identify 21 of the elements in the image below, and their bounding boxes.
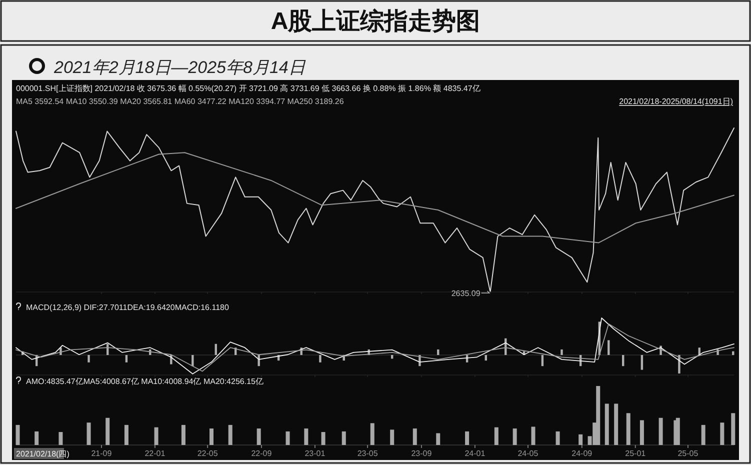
x-tick-label: 25-05 <box>678 449 699 458</box>
text: 2021/02/18-2025/08/14(1091日) <box>619 97 734 106</box>
text: MA5 3592.54 MA10 3550.39 MA20 3565.81 MA60 3477.22 MA120 3394.77 MA250 3189.26 <box>16 97 344 106</box>
text: 2021/02/18(四) <box>16 450 70 458</box>
annotation: 2635.09 <box>451 289 481 298</box>
x-tick-label: 21-09 <box>91 449 112 458</box>
x-tick-label: 24-01 <box>464 449 486 458</box>
text: 000001.SH[上证指数] 2021/02/18 收 3675.36 幅 0.55%(20.27) 开 3721.09 高 3731.69 低 3663.66 换 0.88% 振 1.86% 额 4835.47亿 <box>16 84 480 93</box>
x-tick-label: 23-05 <box>357 449 378 458</box>
x-tick-label: 23-01 <box>304 449 326 458</box>
x-tick-label: 24-09 <box>572 449 593 458</box>
x-tick-label: 22-05 <box>197 449 218 458</box>
x-tick-label: 22-01 <box>144 449 166 458</box>
chart-title: MACD(12,26,9) DIF:27.7011DEA:19.6420MACD:16.1180 <box>26 303 230 312</box>
x-tick-label: 23-09 <box>411 449 432 458</box>
x-tick-label: 25-01 <box>625 449 646 458</box>
x-tick-label: 22-09 <box>251 449 272 458</box>
chart-subtitle: 2021年2月18日—2025年8月14日 <box>53 58 306 77</box>
x-tick-label: 24-05 <box>518 449 539 458</box>
chart-title: AMO:4835.47亿MA5:4008.67亿 MA10:4008.94亿 MA20:4256.15亿 <box>26 377 264 386</box>
chart-title: A股上证综指走势图 <box>270 8 480 35</box>
